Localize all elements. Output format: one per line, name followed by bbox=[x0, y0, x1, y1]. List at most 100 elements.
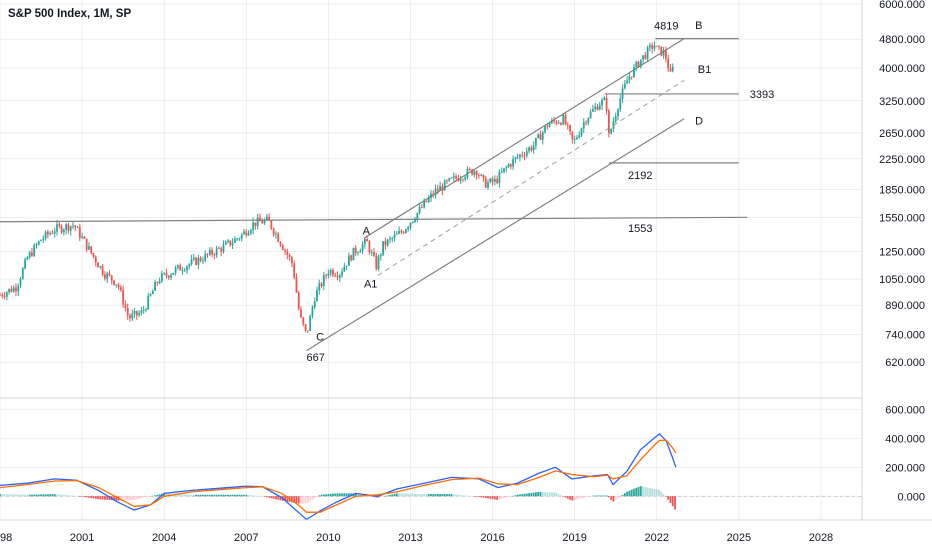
candle-body bbox=[370, 252, 373, 253]
macd-histogram-bar bbox=[65, 495, 68, 497]
candle-body bbox=[165, 273, 168, 276]
macd-histogram-bar bbox=[297, 496, 300, 504]
macd-histogram-bar bbox=[325, 494, 328, 497]
candle-body bbox=[655, 45, 658, 47]
candle-body bbox=[110, 275, 113, 281]
macd-histogram-bar bbox=[163, 493, 166, 497]
macd-histogram-bar bbox=[546, 492, 549, 497]
macd-histogram-bar bbox=[252, 495, 255, 497]
candle-body bbox=[359, 250, 362, 253]
candle-body bbox=[108, 273, 111, 276]
macd-histogram-bar bbox=[578, 496, 581, 499]
macd-histogram-bar bbox=[284, 496, 286, 502]
candle-body bbox=[19, 278, 22, 286]
candle-body bbox=[119, 287, 122, 290]
candle-body bbox=[117, 284, 120, 288]
candle-body bbox=[42, 238, 45, 240]
candle-body bbox=[270, 220, 273, 229]
macd-histogram-bar bbox=[519, 494, 521, 497]
macd-histogram-bar bbox=[516, 494, 519, 497]
candle-body bbox=[58, 224, 61, 226]
candle-body bbox=[311, 307, 314, 316]
macd-histogram-bar bbox=[199, 494, 202, 497]
macd-histogram-bar bbox=[245, 494, 248, 497]
macd-histogram-bar bbox=[493, 496, 496, 500]
candle-body bbox=[179, 265, 182, 271]
candle-body bbox=[496, 178, 499, 183]
macd-histogram-bar bbox=[67, 495, 70, 497]
macd-histogram-bar bbox=[145, 496, 147, 498]
candle-body bbox=[8, 288, 11, 293]
candle-body bbox=[578, 135, 581, 138]
macd-histogram-bar bbox=[211, 494, 213, 497]
macd-histogram-bar bbox=[12, 494, 15, 497]
candle-body bbox=[83, 236, 86, 239]
macd-histogram-bar bbox=[664, 496, 667, 497]
candle-body bbox=[206, 253, 209, 255]
macd-histogram-bar bbox=[101, 496, 104, 500]
candle-body bbox=[158, 281, 161, 283]
macd-histogram-bar bbox=[142, 496, 145, 498]
macd-histogram-bar bbox=[509, 496, 512, 497]
candle-body bbox=[525, 151, 528, 156]
macd-histogram-bar bbox=[183, 494, 186, 497]
candle-body bbox=[375, 255, 378, 270]
macd-histogram-bar bbox=[487, 496, 489, 499]
candle-body bbox=[430, 193, 432, 198]
macd-histogram-bar bbox=[414, 493, 416, 497]
macd-histogram-bar bbox=[614, 496, 617, 501]
candle-body bbox=[167, 275, 170, 278]
time-tick-label: 2010 bbox=[316, 532, 340, 544]
candle-body bbox=[528, 147, 530, 152]
macd-histogram-bar bbox=[370, 496, 373, 497]
candle-body bbox=[512, 159, 514, 167]
macd-histogram-bar bbox=[140, 496, 143, 499]
macd-histogram-bar bbox=[306, 496, 309, 503]
macd-histogram-bar bbox=[354, 493, 357, 497]
macd-histogram-bar bbox=[448, 494, 451, 497]
annotation-label: A1 bbox=[364, 279, 377, 291]
macd-histogram-bar bbox=[427, 494, 430, 497]
macd-histogram-bar bbox=[126, 496, 129, 501]
candle-body bbox=[423, 200, 426, 208]
candle-body bbox=[181, 270, 184, 272]
candle-body bbox=[231, 242, 234, 246]
candle-body bbox=[519, 154, 521, 158]
candle-body bbox=[436, 188, 439, 191]
candle-body bbox=[594, 106, 597, 110]
macd-histogram-bar bbox=[457, 494, 460, 497]
candle-body bbox=[192, 257, 195, 260]
macd-histogram-bar bbox=[642, 486, 644, 497]
candle-body bbox=[452, 176, 455, 178]
candle-body bbox=[386, 239, 389, 246]
candle-body bbox=[507, 164, 510, 168]
candle-body bbox=[546, 126, 549, 128]
candle-body bbox=[462, 179, 464, 181]
macd-histogram-bar bbox=[259, 496, 261, 497]
candle-body bbox=[229, 240, 232, 246]
macd-histogram-bar bbox=[154, 495, 156, 497]
price-tick-label: 1850.000 bbox=[879, 185, 925, 197]
candle-body bbox=[325, 275, 328, 277]
macd-histogram-bar bbox=[601, 495, 603, 497]
candle-body bbox=[587, 118, 590, 123]
candle-body bbox=[509, 164, 512, 167]
candle-body bbox=[450, 177, 453, 179]
candle-body bbox=[651, 45, 654, 49]
candle-body bbox=[0, 294, 1, 296]
candle-body bbox=[259, 217, 261, 222]
candle-body bbox=[56, 224, 58, 232]
candle-body bbox=[580, 128, 583, 136]
candle-body bbox=[106, 273, 109, 279]
candle-body bbox=[398, 231, 400, 234]
candle-body bbox=[628, 76, 631, 81]
candle-body bbox=[596, 106, 599, 110]
candle-body bbox=[240, 234, 243, 239]
macd-histogram-bar bbox=[534, 492, 537, 497]
candle-body bbox=[619, 98, 622, 110]
macd-histogram-bar bbox=[218, 494, 220, 497]
candle-body bbox=[516, 157, 519, 158]
macd-histogram-bar bbox=[313, 496, 316, 499]
macd-histogram-bar bbox=[138, 496, 141, 499]
